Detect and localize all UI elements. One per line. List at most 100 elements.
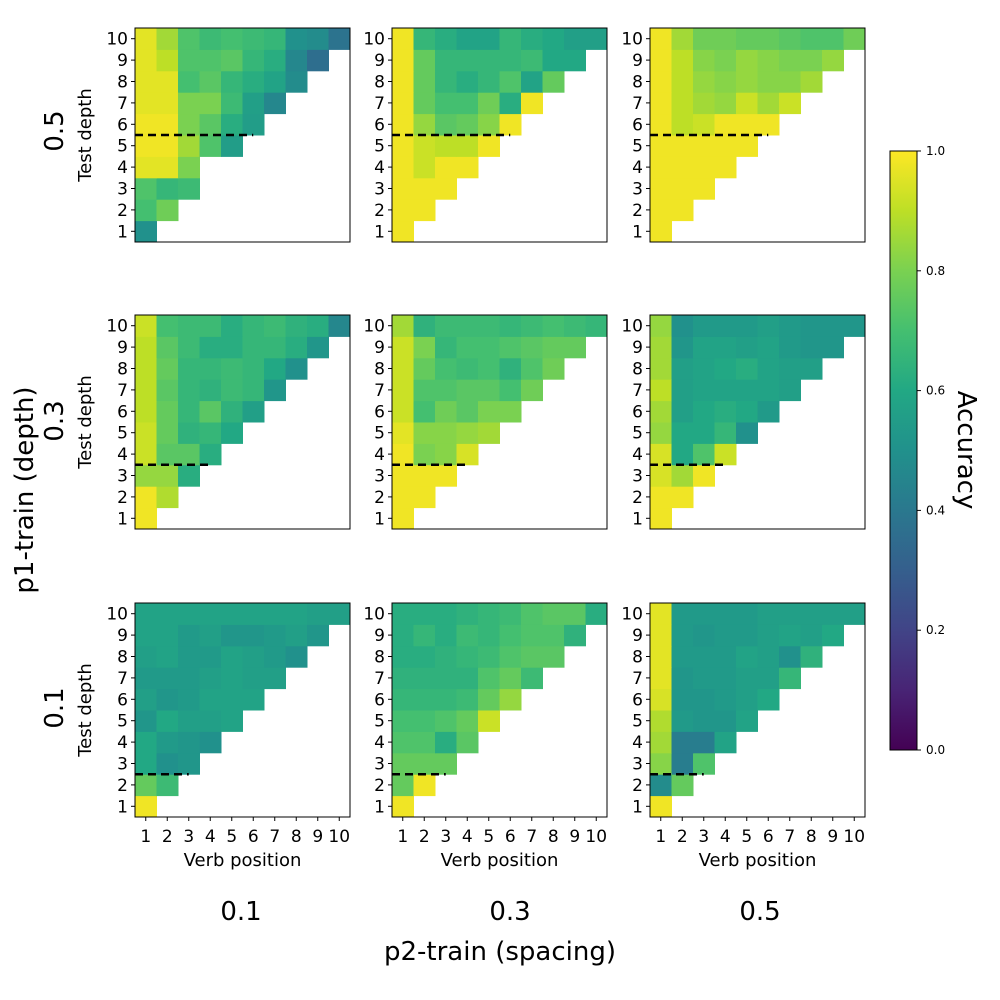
heatmap-cell	[671, 603, 694, 625]
heatmap-cell	[478, 379, 500, 402]
heatmap-cell	[542, 645, 565, 668]
colorbar: 0.0 0.2 0.4 0.6 0.8 1.0	[889, 144, 945, 757]
heatmap-cell	[456, 92, 479, 115]
heatmap-cell	[564, 336, 586, 359]
heatmap-cell	[435, 92, 457, 115]
heatmap-cell	[242, 667, 265, 690]
heatmap-cell	[650, 220, 672, 243]
heatmap-cell	[650, 624, 672, 647]
heatmap-cell	[413, 774, 436, 797]
y-tick-label: 3	[374, 180, 385, 200]
heatmap-cell	[542, 603, 565, 625]
y-tick-label: 5	[374, 424, 385, 444]
heatmap-cell	[736, 336, 758, 359]
heatmap-cell	[693, 135, 715, 157]
heatmap-cell	[156, 379, 179, 402]
heatmap-cell	[156, 667, 179, 690]
heatmap-cell	[242, 315, 265, 337]
heatmap-cell	[478, 49, 500, 72]
y-tick-label: 3	[117, 467, 128, 487]
heatmap-cell	[779, 92, 801, 115]
heatmap-cell	[156, 28, 179, 50]
heatmap-cell	[779, 357, 801, 380]
heatmap-cell	[693, 70, 715, 93]
heatmap-cell	[285, 315, 308, 337]
x-tick-label: 9	[827, 827, 838, 847]
heatmap-cell	[135, 752, 157, 775]
y-tick-label: 6	[374, 690, 385, 710]
heatmap-cell	[564, 315, 586, 337]
heatmap-cell	[413, 113, 436, 136]
heatmap-cell	[456, 113, 479, 136]
heatmap-cell	[499, 49, 522, 72]
heatmap-cell	[156, 70, 179, 93]
heatmap-cell	[178, 400, 200, 423]
heatmap-cell	[521, 315, 543, 337]
heatmap-cell	[135, 315, 157, 337]
heatmap-cell	[156, 710, 179, 732]
y-tick-label: 4	[117, 158, 128, 178]
heatmap-cell	[135, 603, 157, 625]
y-tick-label: 8	[632, 360, 643, 380]
heatmap-cell	[392, 70, 414, 93]
heatmap-cell	[671, 774, 694, 797]
heatmap-cell	[264, 70, 286, 93]
colorbar-gradient	[889, 150, 918, 751]
heatmap-cell	[435, 177, 457, 200]
heatmap-cell	[435, 315, 457, 337]
heatmap-cell	[413, 464, 436, 487]
heatmap-cell	[285, 645, 308, 668]
colorbar-tick-label: 0.0	[926, 743, 945, 757]
heatmap-cell	[650, 400, 672, 423]
panel-ylabel: Test depth	[75, 88, 96, 183]
y-tick-label: 3	[374, 755, 385, 775]
heatmap-cell	[199, 603, 222, 625]
x-tick-label: 4	[462, 827, 473, 847]
y-tick-label: 1	[117, 509, 128, 529]
heatmap-cell	[264, 49, 286, 72]
heatmap-cell	[392, 28, 414, 50]
heatmap-cell	[413, 688, 436, 711]
heatmap-cell	[693, 92, 715, 115]
y-tick-label: 5	[632, 137, 643, 157]
heatmap-cell	[413, 731, 436, 754]
x-tick-label: 10	[843, 827, 865, 847]
heatmap-cell	[156, 752, 179, 775]
heatmap-cell	[585, 603, 608, 625]
heatmap-cell	[757, 688, 780, 711]
heatmap-cell	[800, 70, 823, 93]
x-tick-label: 7	[269, 827, 280, 847]
heatmap-cell	[178, 28, 200, 50]
heatmap-cell	[478, 113, 500, 136]
heatmap-cell	[456, 70, 479, 93]
panel-frame	[134, 602, 351, 818]
heatmap-cell	[843, 315, 866, 337]
heatmap-cell	[800, 645, 823, 668]
heatmap-cell	[156, 156, 179, 179]
heatmap-cell	[156, 774, 179, 797]
colorbar-tick-label: 0.8	[926, 264, 945, 278]
y-tick-label: 1	[632, 797, 643, 817]
heatmap-cell	[178, 156, 200, 179]
x-tick-label: 9	[312, 827, 323, 847]
heatmap-cell	[671, 400, 694, 423]
y-tick-label: 1	[374, 797, 385, 817]
heatmap-cell	[221, 624, 243, 647]
heatmap-cell	[264, 645, 286, 668]
x-tick-label: 6	[763, 827, 774, 847]
heatmap-cell	[736, 357, 758, 380]
heatmap-cell	[736, 667, 758, 690]
heatmap-cell	[478, 645, 500, 668]
y-tick-label: 9	[632, 626, 643, 646]
heatmap-cell	[221, 400, 243, 423]
heatmap-cell	[736, 113, 758, 136]
y-tick-label: 10	[363, 30, 385, 50]
y-tick-label: 10	[621, 605, 643, 625]
heatmap-cell	[221, 422, 243, 444]
heatmap-cell	[264, 315, 286, 337]
y-tick-label: 2	[117, 488, 128, 508]
heatmap-cell	[392, 464, 414, 487]
heatmap-cell	[736, 710, 758, 732]
heatmap-cell	[413, 603, 436, 625]
heatmap-cell	[521, 357, 543, 380]
